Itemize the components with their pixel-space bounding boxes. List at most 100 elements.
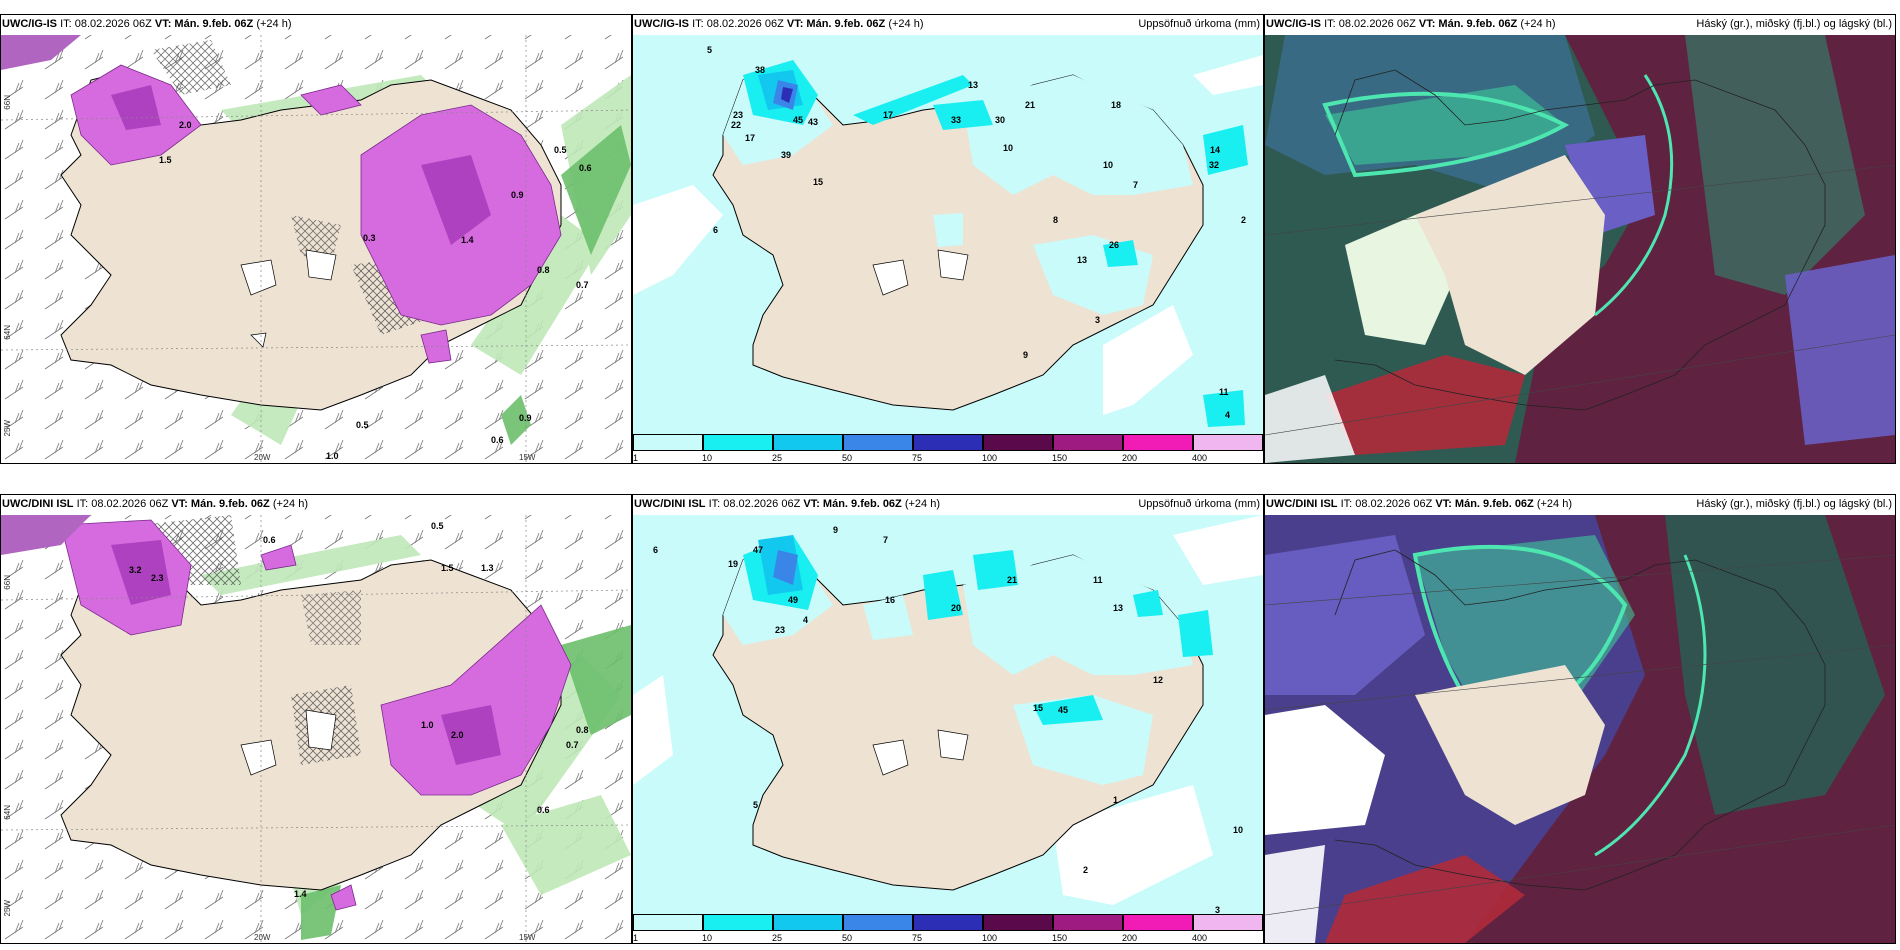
colorbar-swatch — [1123, 434, 1193, 451]
colorbar-label: 150 — [1052, 933, 1068, 943]
value-label: 3 — [1215, 905, 1221, 915]
value-label: 17 — [745, 133, 756, 143]
value-label: 0.6 — [263, 535, 276, 545]
lat-label: 25W — [3, 420, 12, 437]
map-type-label: Uppsöfnuð úrkoma (mm) — [1138, 18, 1260, 30]
value-label: 15 — [813, 177, 824, 187]
colorbar-label: 200 — [1122, 453, 1138, 463]
value-label: 10 — [1233, 825, 1244, 835]
iceland-outline — [1334, 69, 1826, 411]
colorbar-swatch — [843, 434, 913, 451]
colorbar-label: 1 — [633, 933, 639, 943]
value-label: 0.6 — [491, 435, 504, 445]
value-label: 18 — [1111, 100, 1122, 110]
colorbar-label: 50 — [842, 453, 853, 463]
colorbar-label: 100 — [982, 453, 998, 463]
value-label: 19 — [728, 559, 739, 569]
value-label: 9 — [833, 525, 839, 535]
value-label: 0.5 — [356, 420, 369, 430]
precip-type-map — [1, 35, 631, 463]
value-label: 2.0 — [451, 730, 464, 740]
colorbar: 1 10 25 50 75 100 150 200 400 — [633, 914, 1263, 943]
colorbar-swatch — [1193, 914, 1263, 931]
value-label: 1.3 — [481, 563, 494, 573]
value-label: 9 — [1023, 350, 1029, 360]
lon-label: 15W — [519, 453, 536, 462]
panel-bottom-mid: UWC/DINI ISL IT: 08.02.2026 06Z VT: Mán.… — [632, 494, 1264, 944]
value-label: 0.8 — [576, 725, 589, 735]
value-label: 2 — [1083, 865, 1089, 875]
colorbar-swatch — [703, 914, 773, 931]
colorbar-swatch — [983, 914, 1053, 931]
value-label: 45 — [793, 115, 804, 125]
lat-label: 64N — [3, 325, 12, 340]
value-label: 0.5 — [431, 521, 444, 531]
colorbar-label: 150 — [1052, 453, 1068, 463]
value-label: 1.4 — [294, 889, 307, 899]
value-label: 47 — [753, 545, 764, 555]
colorbar: 1 10 25 50 75 100 150 200 400 — [633, 434, 1263, 463]
panel-title: UWC/DINI ISL IT: 08.02.2026 06Z VT: Mán.… — [2, 498, 309, 510]
value-label: 10 — [1103, 160, 1114, 170]
lat-label: 25W — [3, 900, 12, 917]
colorbar-label: 75 — [912, 453, 923, 463]
value-label: 6 — [653, 545, 659, 555]
value-label: 0.8 — [537, 265, 550, 275]
value-label: 32 — [1209, 160, 1220, 170]
value-label: 0.6 — [537, 805, 550, 815]
panel-top-right: UWC/IG-IS IT: 08.02.2026 06Z VT: Mán. 9.… — [1264, 14, 1896, 464]
colorbar-label: 10 — [702, 453, 713, 463]
panel-top-left: UWC/IG-IS IT: 08.02.2026 06Z VT: Mán. 9.… — [0, 14, 632, 464]
value-label: 21 — [1007, 575, 1018, 585]
value-label: 11 — [1219, 387, 1229, 397]
value-label: 17 — [883, 110, 894, 120]
value-label: 7 — [883, 535, 889, 545]
value-label: 23 — [775, 625, 786, 635]
lat-label: 64N — [3, 805, 12, 820]
panel-bottom-right: UWC/DINI ISL IT: 08.02.2026 06Z VT: Mán.… — [1264, 494, 1896, 944]
value-label: 12 — [1153, 675, 1164, 685]
value-label: 3 — [1095, 315, 1101, 325]
panel-title: UWC/DINI ISL IT: 08.02.2026 06Z VT: Mán.… — [1266, 498, 1573, 510]
colorbar-swatch — [773, 434, 843, 451]
value-label: 1 — [1113, 795, 1119, 805]
value-label: 4 — [1225, 410, 1231, 420]
map-type-label: Uppsöfnuð úrkoma (mm) — [1138, 498, 1260, 510]
value-label: 16 — [885, 595, 896, 605]
value-label: 0.7 — [576, 280, 589, 290]
value-label: 11 — [1093, 575, 1103, 585]
colorbar-label: 50 — [842, 933, 853, 943]
value-label: 0.7 — [566, 740, 579, 750]
colorbar-swatch — [633, 914, 703, 931]
panel-title: UWC/IG-IS IT: 08.02.2026 06Z VT: Mán. 9.… — [634, 18, 924, 30]
value-label: 7 — [1133, 180, 1139, 190]
precip-accum-map — [633, 35, 1263, 445]
value-label: 5 — [707, 45, 713, 55]
value-label: 49 — [788, 595, 799, 605]
colorbar-swatch — [703, 434, 773, 451]
value-label: 21 — [1025, 100, 1036, 110]
value-label: 1.0 — [326, 451, 339, 461]
colorbar-swatch — [983, 434, 1053, 451]
value-label: 38 — [755, 65, 766, 75]
colorbar-label: 400 — [1192, 933, 1208, 943]
value-label: 0.5 — [554, 145, 567, 155]
value-label: 0.9 — [511, 190, 524, 200]
value-label: 26 — [1109, 240, 1120, 250]
value-label: 22 — [731, 120, 742, 130]
map-type-label: Háský (gr.), miðský (fj.bl.) og lágský (… — [1696, 498, 1892, 510]
cloud-cover-map — [1265, 515, 1895, 943]
colorbar-swatch — [843, 914, 913, 931]
lon-label: 15W — [519, 933, 536, 942]
value-label: 2 — [1241, 215, 1247, 225]
value-label: 1.5 — [441, 563, 454, 573]
panel-title: UWC/DINI ISL IT: 08.02.2026 06Z VT: Mán.… — [634, 498, 941, 510]
value-label: 2.0 — [179, 120, 192, 130]
colorbar-label: 400 — [1192, 453, 1208, 463]
value-label: 33 — [951, 115, 962, 125]
value-label: 14 — [1210, 145, 1221, 155]
iceland-outline — [1334, 549, 1826, 891]
lon-label: 20W — [254, 453, 271, 462]
value-label: 10 — [1003, 143, 1014, 153]
value-label: 8 — [1053, 215, 1059, 225]
